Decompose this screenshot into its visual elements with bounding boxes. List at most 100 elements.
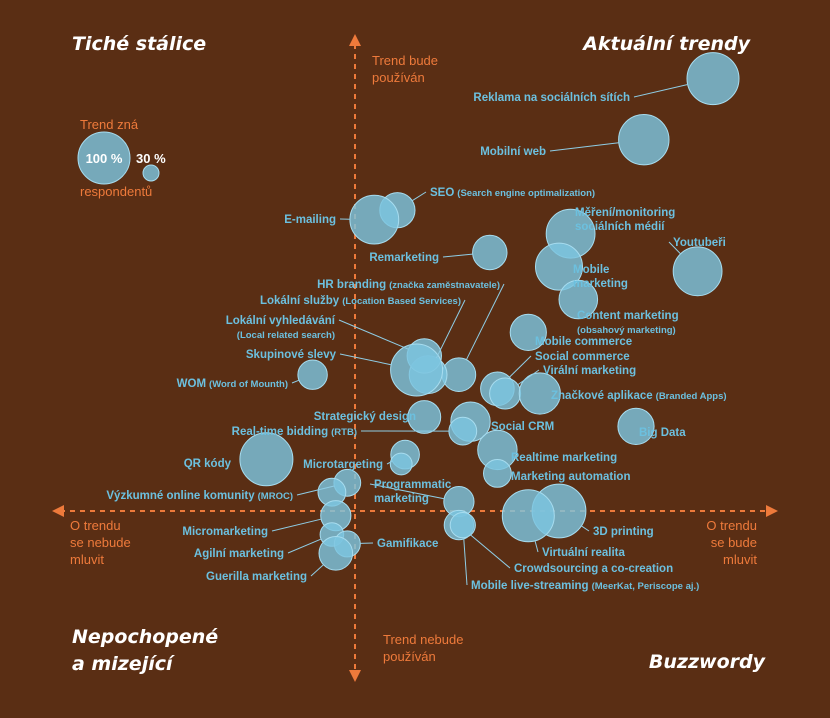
bubble-label-7: Mobile marketing bbox=[573, 264, 628, 290]
bubble-label-10: Content marketing (obsahový marketing) bbox=[577, 310, 679, 336]
axis-label-left-line2: se nebude bbox=[70, 535, 131, 550]
bubble-label-21: Big Data bbox=[639, 427, 686, 439]
bubble-label-16: WOM (Word of Mounth) bbox=[177, 378, 288, 390]
bubble-7 bbox=[535, 242, 583, 291]
leader-line-32 bbox=[271, 518, 322, 532]
quadrant-title-top-left: Tiché stálice bbox=[72, 33, 206, 55]
axis-label-bottom-line2: používán bbox=[383, 649, 436, 664]
bubble-3 bbox=[349, 194, 400, 245]
bubble-label-36: Guerilla marketing bbox=[206, 571, 307, 583]
bubble-label-3: E-mailing bbox=[284, 214, 336, 226]
bubble-18 bbox=[407, 400, 442, 434]
bubble-15 bbox=[489, 377, 522, 410]
bubble-layer bbox=[239, 52, 740, 571]
bubble-label-18: Strategický design bbox=[314, 411, 416, 423]
axis-label-top-line1: Trend bude bbox=[372, 53, 438, 68]
bubble-label-30: 3D printing bbox=[593, 526, 654, 538]
bubble-label-4: Měření/monitoring sociálních médií bbox=[575, 207, 675, 233]
bubble-label-12: Mobile commerce bbox=[535, 336, 632, 348]
bubble-16 bbox=[297, 359, 328, 390]
bubble-20 bbox=[448, 416, 478, 446]
bubble-label-11: Lokální vyhledávání (Local related search… bbox=[226, 315, 336, 341]
bubble-label-2: SEO (Search engine optimalization) bbox=[430, 187, 595, 199]
arrow-up-icon bbox=[349, 34, 361, 46]
bubble-label-13: Skupinové slevy bbox=[246, 349, 337, 361]
leader-line-13 bbox=[339, 353, 392, 366]
bubble-21 bbox=[617, 407, 655, 445]
bubble-label-8: HR branding (značka zaměstnavatele) bbox=[317, 279, 500, 291]
bubble-26 bbox=[483, 459, 512, 488]
legend-label-large: 100 % bbox=[86, 151, 123, 166]
quadrant-title-top-right: Aktuální trendy bbox=[581, 33, 751, 55]
label-layer: Reklama na sociálních sítích Mobilní web S… bbox=[106, 92, 726, 592]
bubble-label-23: Microtargeting bbox=[303, 459, 383, 471]
bubble-label-9: Lokální služby (Location Based Services) bbox=[260, 295, 461, 307]
leader-line-37 bbox=[463, 537, 468, 586]
bubble-label-27: Výzkumné online komunity (MROC) bbox=[106, 490, 293, 502]
bubble-label-34: Agilní marketing bbox=[194, 548, 284, 560]
leader-line-34 bbox=[287, 538, 322, 554]
leader-line-8 bbox=[465, 283, 505, 360]
leader-line-23 bbox=[386, 460, 393, 465]
leader-line-14 bbox=[509, 355, 532, 378]
leader-line-36 bbox=[310, 564, 324, 577]
bubble-1 bbox=[618, 114, 670, 166]
bubble-5 bbox=[672, 246, 723, 297]
leader-line-2 bbox=[411, 191, 427, 202]
leader-line-30 bbox=[581, 525, 590, 532]
leader-line-9 bbox=[436, 299, 466, 359]
arrow-down-icon bbox=[349, 670, 361, 682]
legend-footer: respondentů bbox=[80, 184, 152, 199]
bubble-label-19: Social CRM bbox=[491, 421, 554, 433]
leader-line-29 bbox=[369, 483, 445, 500]
bubble-label-22: QR kódy bbox=[184, 458, 232, 470]
leader-line-31 bbox=[534, 540, 539, 553]
bubble-25 bbox=[389, 452, 413, 476]
bubble-label-20: Real-time bidding (RTB) bbox=[232, 426, 357, 438]
leader-line-1 bbox=[549, 142, 619, 152]
axis-label-right-line1: O trendu bbox=[706, 518, 757, 533]
bubble-label-17: Značkové aplikace (Branded Apps) bbox=[551, 390, 727, 402]
quadrant-title-bottom-left-line1: Nepochopené bbox=[72, 626, 218, 648]
bubble-label-6: Remarketing bbox=[369, 252, 439, 264]
bubble-label-29: Programmatic marketing bbox=[374, 479, 452, 505]
quadrant-title-bottom-right: Buzzwordy bbox=[649, 651, 767, 673]
bubble-36 bbox=[318, 536, 354, 571]
bubble-12 bbox=[509, 313, 547, 351]
leader-line-33 bbox=[469, 534, 511, 569]
bubble-label-32: Micromarketing bbox=[182, 526, 268, 538]
bubble-label-1: Mobilní web bbox=[480, 146, 546, 158]
bubble-37 bbox=[449, 512, 476, 539]
leader-line-5 bbox=[668, 241, 681, 255]
leader-line-11 bbox=[338, 319, 409, 350]
bubble-13 bbox=[390, 343, 444, 397]
leader-line-27 bbox=[296, 485, 335, 496]
axis-label-bottom-line1: Trend nebude bbox=[383, 632, 463, 647]
quadrant-title-bottom-left-line2: a mizející bbox=[72, 653, 175, 675]
bubble-label-5: Youtubeři bbox=[673, 237, 726, 249]
bubble-10 bbox=[558, 279, 599, 320]
axis-label-left-line1: O trendu bbox=[70, 518, 121, 533]
leader-line-15 bbox=[517, 369, 540, 386]
bubble-label-37: Mobile live-streaming (MeerKat, Periscope… bbox=[471, 580, 699, 592]
leader-line-6 bbox=[442, 253, 473, 258]
bubble-label-33: Crowdsourcing a co-creation bbox=[514, 563, 673, 575]
legend-title: Trend zná bbox=[80, 117, 139, 132]
bubble-label-26: Marketing automation bbox=[511, 471, 630, 483]
bubble-label-35: Gamifikace bbox=[377, 538, 438, 550]
bubble-6 bbox=[472, 234, 508, 271]
leader-line-16 bbox=[291, 379, 300, 384]
axis-label-top-line2: používán bbox=[372, 70, 425, 85]
legend-label-small: 30 % bbox=[136, 151, 166, 166]
arrow-right-icon bbox=[766, 505, 778, 517]
axis-label-right-line3: mluvit bbox=[723, 552, 757, 567]
bubble-label-15: Virální marketing bbox=[543, 365, 636, 377]
bubble-17 bbox=[518, 372, 561, 415]
leader-line-0 bbox=[633, 84, 688, 98]
bubble-label-31: Virtuální realita bbox=[542, 547, 625, 559]
legend-bubble-large bbox=[77, 131, 131, 185]
arrow-left-icon bbox=[52, 505, 64, 517]
leader-line-layer bbox=[271, 84, 688, 586]
